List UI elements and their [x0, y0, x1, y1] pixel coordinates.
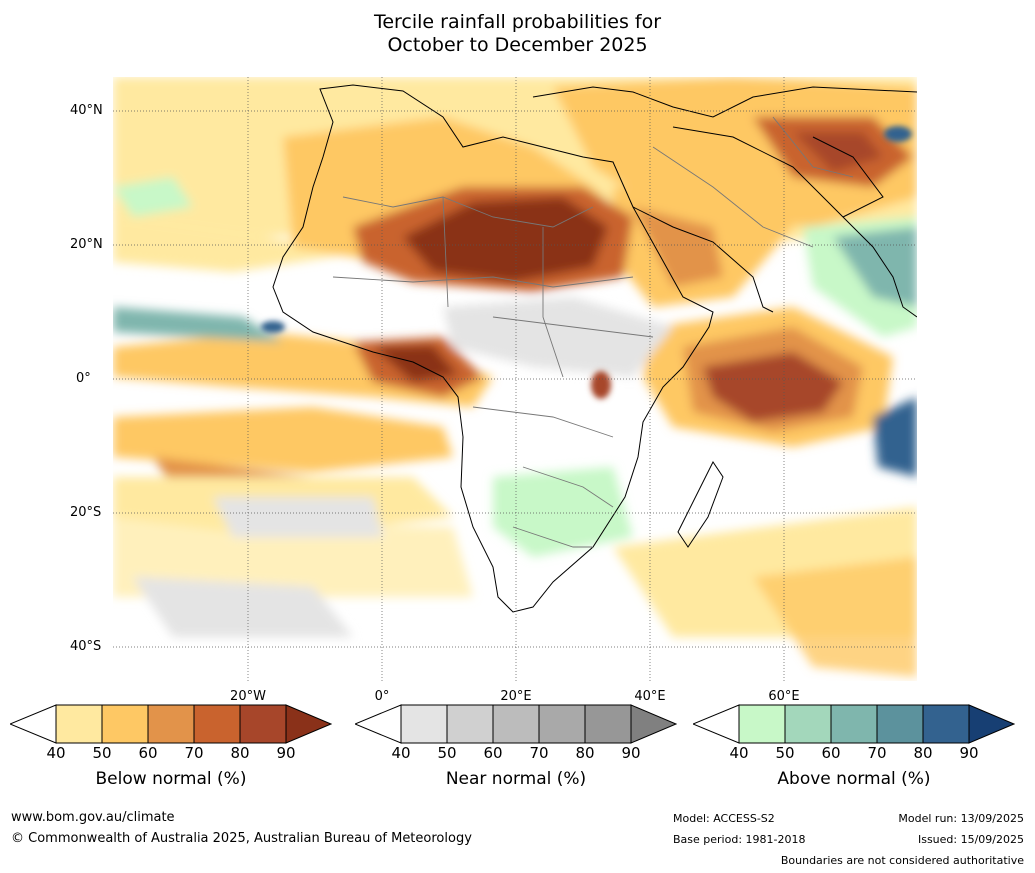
lat-label-0: 0°: [76, 371, 91, 386]
cbar-above-tick: 40: [729, 744, 749, 762]
cbar-below-tick: 60: [138, 744, 158, 762]
cbar-below-tick: 80: [230, 744, 250, 762]
cbar-near-tick: 50: [437, 744, 457, 762]
cbar-below-seg-4: [193, 704, 241, 744]
map-title-line2: October to December 2025: [387, 34, 648, 56]
colorbar-near-normal: [355, 704, 677, 744]
cbar-below-tick: 40: [46, 744, 66, 762]
cbar-above-tick: 50: [775, 744, 795, 762]
cbar-near-tick: 40: [391, 744, 411, 762]
cbar-below-tick: 90: [276, 744, 296, 762]
cbar-near-seg-3: [492, 704, 540, 744]
cbar-near-tick: 90: [621, 744, 641, 762]
colorbar-below-title: Below normal (%): [95, 769, 247, 789]
lat-label-20n: 20°N: [70, 237, 103, 252]
cbar-near-extend-high: [630, 704, 677, 744]
colorbar-below-normal: [10, 704, 332, 744]
cbar-above-extend-low: [693, 704, 740, 744]
footer-model-run: Model run: 13/09/2025: [898, 812, 1024, 825]
colorbar-above-normal: [693, 704, 1015, 744]
cbar-below-tick: 70: [184, 744, 204, 762]
footer-model: Model: ACCESS-S2: [673, 812, 775, 825]
colorbar-near-title: Near normal (%): [445, 769, 587, 789]
lon-label-0: 0°: [374, 689, 390, 704]
lon-label-20w: 20°W: [230, 689, 266, 704]
cbar-below-extend-high: [285, 704, 332, 744]
cbar-above-seg-3: [830, 704, 878, 744]
footer-copyright: © Commonwealth of Australia 2025, Austra…: [11, 831, 472, 846]
footer-base-period: Base period: 1981-2018: [673, 833, 806, 846]
cbar-below-seg-1: [55, 704, 103, 744]
cbar-near-seg-4: [538, 704, 586, 744]
cbar-near-extend-low: [355, 704, 402, 744]
lat-label-20s: 20°S: [70, 505, 102, 520]
cbar-below-tick: 50: [92, 744, 112, 762]
footer-issued: Issued: 15/09/2025: [917, 833, 1024, 846]
cbar-above-seg-1: [738, 704, 786, 744]
cbar-above-tick: 90: [959, 744, 979, 762]
cbar-below-seg-2: [101, 704, 149, 744]
cbar-above-seg-5: [922, 704, 970, 744]
cbar-near-tick: 70: [529, 744, 549, 762]
cbar-below-seg-5: [239, 704, 287, 744]
cbar-near-seg-1: [400, 704, 448, 744]
cbar-near-tick: 60: [483, 744, 503, 762]
cbar-above-tick: 70: [867, 744, 887, 762]
cbar-above-seg-4: [876, 704, 924, 744]
footer-disclaimer: Boundaries are not considered authoritat…: [780, 854, 1024, 867]
cbar-near-seg-2: [446, 704, 494, 744]
cbar-near-seg-5: [584, 704, 632, 744]
colorbar-above-title: Above normal (%): [777, 769, 931, 789]
lon-label-20e: 20°E: [500, 689, 532, 704]
lon-label-60e: 60°E: [768, 689, 800, 704]
lat-label-40n: 40°N: [70, 103, 103, 118]
cbar-above-tick: 60: [821, 744, 841, 762]
map-title-line1: Tercile rainfall probabilities for: [373, 11, 662, 33]
cbar-above-extend-high: [968, 704, 1015, 744]
rainfall-probability-map: [113, 77, 917, 681]
cbar-above-tick: 80: [913, 744, 933, 762]
lat-label-40s: 40°S: [70, 639, 102, 654]
footer-url: www.bom.gov.au/climate: [11, 810, 175, 825]
cbar-below-seg-3: [147, 704, 195, 744]
cbar-above-seg-2: [784, 704, 832, 744]
lon-label-40e: 40°E: [634, 689, 666, 704]
cbar-below-extend-low: [10, 704, 57, 744]
cbar-near-tick: 80: [575, 744, 595, 762]
